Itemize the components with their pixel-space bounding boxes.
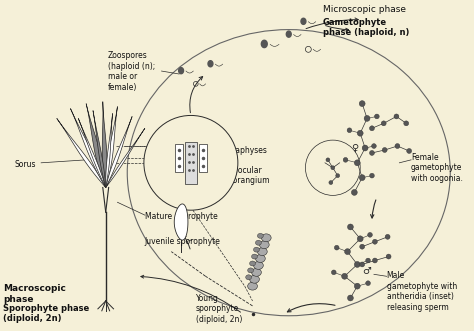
Circle shape [347, 224, 353, 230]
Polygon shape [78, 118, 106, 187]
Circle shape [381, 121, 386, 126]
Text: Juvenile sporophyte: Juvenile sporophyte [145, 237, 221, 246]
Polygon shape [93, 111, 106, 187]
Polygon shape [301, 18, 306, 24]
Circle shape [334, 245, 339, 250]
Circle shape [373, 239, 377, 244]
Circle shape [355, 283, 360, 289]
Circle shape [359, 101, 365, 107]
Circle shape [144, 116, 238, 210]
Polygon shape [174, 204, 188, 240]
Ellipse shape [254, 261, 264, 269]
Circle shape [360, 244, 365, 249]
Polygon shape [106, 107, 118, 187]
Ellipse shape [255, 240, 261, 245]
Ellipse shape [250, 275, 259, 283]
Circle shape [372, 144, 376, 148]
Text: Gametophyte
phase (haploid, n): Gametophyte phase (haploid, n) [323, 18, 410, 37]
Text: Male
gametophyte with
antheridia (inset)
releasing sperm: Male gametophyte with antheridia (inset)… [387, 271, 457, 311]
Ellipse shape [259, 241, 269, 249]
Text: ♀: ♀ [351, 143, 358, 153]
Circle shape [342, 273, 347, 279]
Ellipse shape [255, 255, 265, 262]
Circle shape [355, 261, 360, 267]
Circle shape [362, 145, 368, 151]
Text: Paraphyses: Paraphyses [223, 146, 267, 155]
Ellipse shape [252, 268, 261, 276]
Circle shape [382, 148, 387, 153]
Circle shape [343, 158, 348, 162]
Polygon shape [179, 68, 183, 74]
Text: Microscopic phase: Microscopic phase [323, 5, 406, 14]
Circle shape [331, 166, 335, 170]
Ellipse shape [250, 261, 255, 266]
Polygon shape [106, 128, 145, 187]
Text: Macroscopic
phase: Macroscopic phase [3, 284, 66, 304]
Ellipse shape [252, 254, 257, 259]
Circle shape [336, 174, 340, 178]
Ellipse shape [247, 282, 257, 290]
Ellipse shape [246, 275, 252, 280]
Circle shape [370, 126, 374, 131]
Circle shape [347, 295, 353, 301]
Circle shape [326, 158, 330, 162]
Circle shape [357, 236, 363, 242]
Circle shape [359, 175, 365, 181]
Circle shape [370, 173, 374, 178]
Ellipse shape [261, 234, 271, 242]
Circle shape [404, 121, 409, 126]
Circle shape [331, 270, 336, 275]
Circle shape [357, 130, 363, 136]
Bar [185, 142, 197, 183]
Ellipse shape [247, 268, 254, 273]
Circle shape [364, 116, 370, 121]
Circle shape [329, 181, 333, 184]
Circle shape [386, 254, 391, 259]
Polygon shape [208, 61, 213, 67]
Text: Young
sporophyte
(diploid, 2n): Young sporophyte (diploid, 2n) [196, 294, 242, 324]
Circle shape [345, 249, 350, 255]
Circle shape [366, 281, 370, 286]
Circle shape [305, 140, 360, 195]
Text: Sorus: Sorus [15, 160, 36, 169]
Text: Unilocular
Sporangium: Unilocular Sporangium [223, 166, 270, 185]
Bar [175, 144, 183, 172]
Text: ♂: ♂ [363, 266, 372, 276]
Circle shape [394, 114, 399, 119]
Circle shape [395, 144, 400, 149]
Circle shape [347, 128, 352, 133]
Polygon shape [261, 40, 267, 48]
Circle shape [366, 258, 370, 263]
Text: Zoospores
(haploid (n);
male or
female): Zoospores (haploid (n); male or female) [108, 51, 155, 91]
Ellipse shape [257, 248, 267, 256]
Circle shape [355, 160, 360, 166]
Text: Mature sporophyte: Mature sporophyte [145, 212, 218, 221]
Polygon shape [57, 118, 106, 187]
Polygon shape [286, 31, 291, 37]
Circle shape [368, 232, 373, 237]
Ellipse shape [257, 233, 264, 238]
Ellipse shape [254, 247, 259, 252]
Bar [199, 144, 207, 172]
Polygon shape [71, 109, 106, 187]
Polygon shape [106, 114, 112, 187]
Circle shape [373, 258, 377, 263]
Text: Female
gametophyte
with oogonia.: Female gametophyte with oogonia. [411, 153, 463, 183]
Circle shape [360, 262, 365, 267]
Circle shape [374, 114, 379, 119]
Circle shape [385, 234, 390, 239]
Polygon shape [106, 117, 132, 187]
Circle shape [351, 189, 357, 195]
Polygon shape [102, 102, 107, 187]
Text: Sporophyte phase
(diploid, 2n): Sporophyte phase (diploid, 2n) [3, 304, 89, 323]
Circle shape [407, 149, 411, 154]
Polygon shape [86, 104, 106, 187]
Circle shape [370, 151, 374, 156]
